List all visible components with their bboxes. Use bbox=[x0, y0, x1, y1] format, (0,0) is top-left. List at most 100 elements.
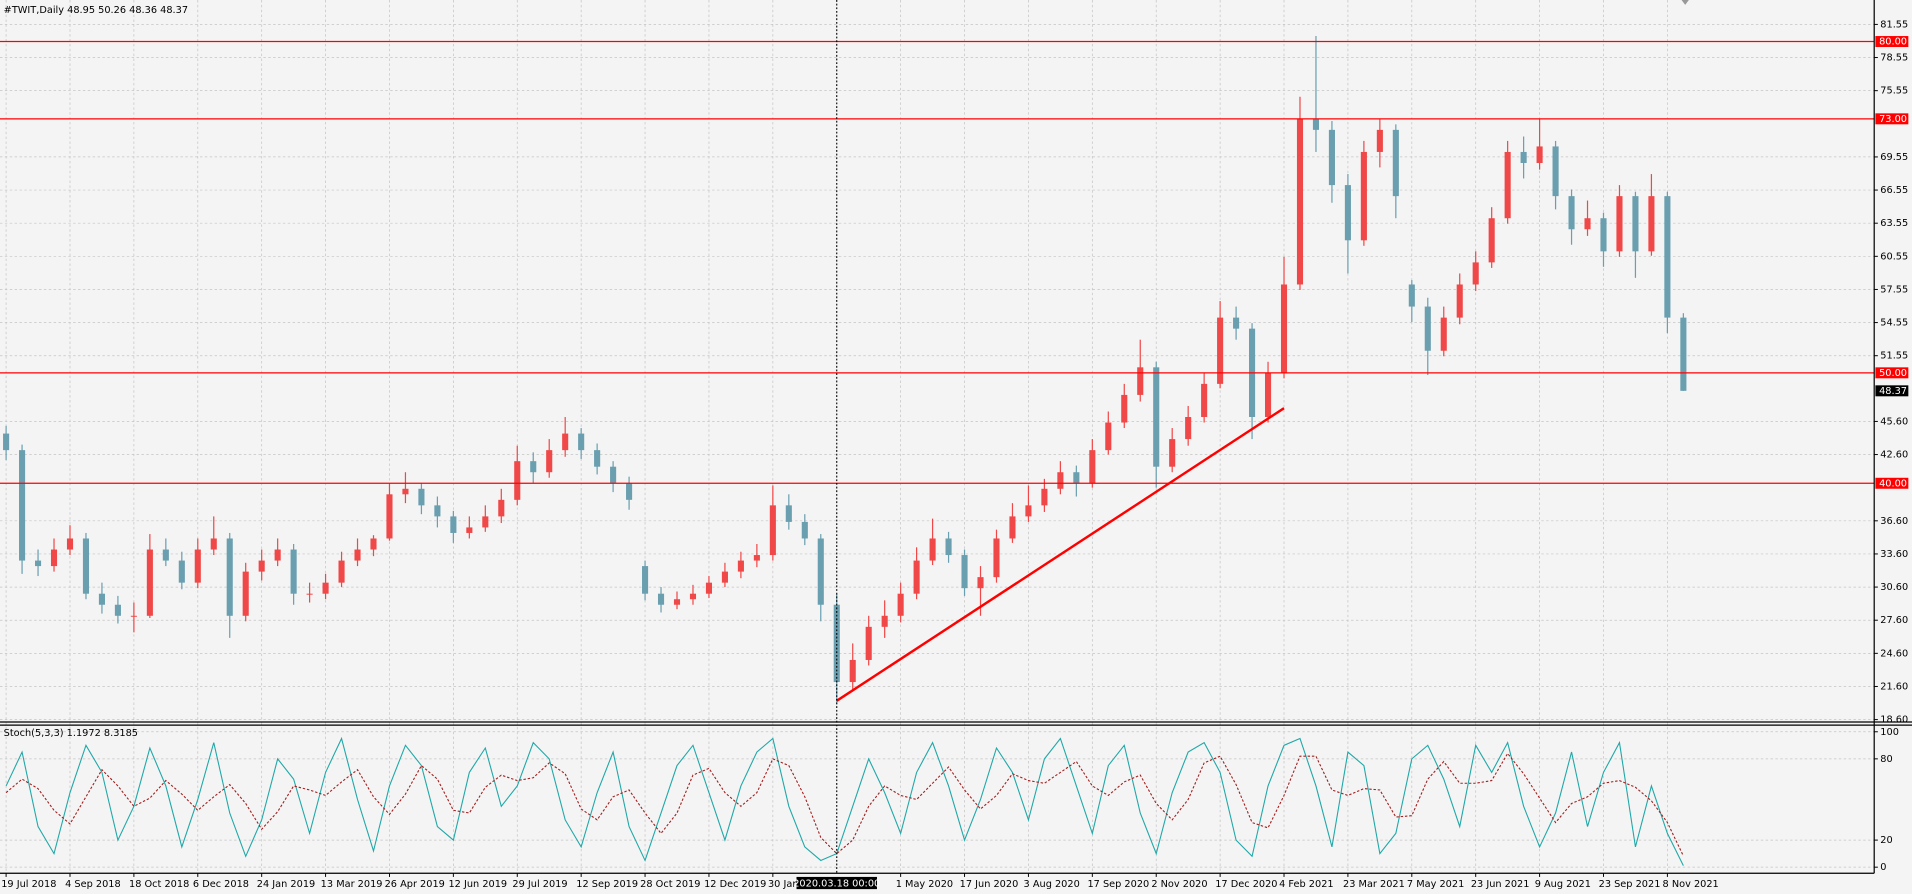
candle-body bbox=[1344, 185, 1351, 241]
candle-body bbox=[1009, 516, 1016, 539]
stoch-line bbox=[5, 736, 1684, 866]
y-tick-label: 42.60 bbox=[1880, 450, 1908, 461]
candle-body bbox=[1680, 317, 1687, 391]
candle-body bbox=[737, 560, 744, 572]
candle-body bbox=[1280, 284, 1288, 373]
x-tick-label: 23 Jun 2021 bbox=[1471, 879, 1530, 890]
y-tick-label: 51.55 bbox=[1880, 351, 1908, 362]
y-tick-label: 21.60 bbox=[1880, 681, 1908, 692]
candle-body bbox=[1312, 118, 1320, 130]
candle-body bbox=[1025, 505, 1032, 517]
candle-body bbox=[482, 516, 489, 528]
level-label: 73.00 bbox=[1879, 114, 1907, 125]
candle-body bbox=[114, 604, 121, 616]
x-tick-label: 12 Jun 2019 bbox=[448, 879, 507, 890]
candle-body bbox=[1296, 118, 1304, 285]
y-tick-label: 63.55 bbox=[1880, 218, 1908, 229]
x-tick-label: 17 Jun 2020 bbox=[960, 879, 1019, 890]
candle-body bbox=[1616, 196, 1623, 252]
candle-body bbox=[402, 488, 409, 495]
level-label: 80.00 bbox=[1879, 37, 1907, 48]
x-tick-label: 13 Mar 2019 bbox=[321, 879, 383, 890]
x-tick-label: 23 Sep 2021 bbox=[1599, 879, 1661, 890]
candle-body bbox=[322, 582, 329, 594]
candle-body bbox=[897, 593, 904, 616]
candle-body bbox=[673, 599, 681, 605]
candle-body bbox=[1201, 383, 1208, 418]
candle-body bbox=[1121, 394, 1128, 423]
y-tick-label: 45.60 bbox=[1880, 416, 1908, 427]
shift-marker bbox=[1681, 0, 1689, 5]
candle-body bbox=[34, 560, 42, 567]
candle-body bbox=[1584, 218, 1591, 230]
candle-body bbox=[258, 560, 265, 572]
candle-body bbox=[194, 549, 201, 583]
candle-body bbox=[1456, 284, 1463, 318]
candle-body bbox=[162, 549, 169, 561]
y-tick-label: 81.55 bbox=[1880, 19, 1908, 30]
trendline bbox=[836, 407, 1285, 702]
candle-body bbox=[546, 450, 553, 473]
candle-body bbox=[498, 499, 505, 517]
x-tick-label: 2 Nov 2020 bbox=[1151, 879, 1207, 890]
candle-body bbox=[1568, 196, 1575, 230]
level-label: 50.00 bbox=[1879, 368, 1907, 379]
x-tick-label: 28 Oct 2019 bbox=[640, 879, 700, 890]
candle-body bbox=[1041, 488, 1048, 506]
candle-body bbox=[1424, 306, 1431, 351]
candle-body bbox=[849, 659, 856, 683]
candle-body bbox=[306, 593, 313, 595]
candle-body bbox=[993, 538, 1000, 578]
candle-body bbox=[657, 593, 665, 605]
candle-body bbox=[210, 538, 217, 550]
indicator-title: Stoch(5,3,3) 1.1972 8.3185 bbox=[4, 728, 138, 739]
candle-body bbox=[82, 538, 90, 594]
x-tick-label: 8 Nov 2021 bbox=[1663, 879, 1719, 890]
candle-body bbox=[1233, 317, 1240, 329]
candle-body bbox=[801, 521, 808, 539]
y-tick-label: 27.60 bbox=[1880, 615, 1908, 626]
level-label-bg bbox=[1875, 477, 1909, 489]
x-tick-label: 17 Sep 2020 bbox=[1087, 879, 1149, 890]
last-price-bg bbox=[1875, 385, 1909, 397]
y-tick-label: 54.55 bbox=[1880, 318, 1908, 329]
candle-body bbox=[977, 577, 984, 589]
level-label: 40.00 bbox=[1879, 478, 1907, 489]
x-tick-label: 29 Jul 2019 bbox=[512, 879, 567, 890]
candle-body bbox=[1169, 439, 1176, 467]
candle-body bbox=[66, 538, 74, 550]
candle-body bbox=[1600, 218, 1607, 252]
candle-body bbox=[19, 450, 26, 561]
candle-body bbox=[450, 516, 457, 533]
candle-body bbox=[1073, 472, 1080, 484]
candle-body bbox=[1137, 367, 1144, 395]
candle-body bbox=[578, 433, 585, 451]
y-tick-label: 24.60 bbox=[1880, 648, 1908, 659]
y-tick-label: 60.55 bbox=[1880, 251, 1908, 262]
candle-body bbox=[1217, 317, 1224, 384]
candle-body bbox=[769, 505, 776, 556]
candle-body bbox=[3, 433, 10, 451]
x-tick-label: 3 Aug 2020 bbox=[1024, 879, 1080, 890]
y-tick-label: 57.55 bbox=[1880, 284, 1908, 295]
candle-body bbox=[721, 571, 728, 583]
stoch-line bbox=[5, 752, 1684, 857]
y-tick-label: 20 bbox=[1880, 835, 1892, 846]
candle-body bbox=[130, 615, 137, 617]
level-label-bg bbox=[1875, 113, 1909, 125]
candle-body bbox=[1488, 218, 1495, 263]
y-tick-label: 66.55 bbox=[1880, 185, 1908, 196]
level-label-bg bbox=[1875, 367, 1909, 379]
y-tick-label: 75.55 bbox=[1880, 86, 1908, 97]
candle-body bbox=[50, 549, 58, 567]
candle-body bbox=[594, 450, 601, 467]
last-price-label: 48.37 bbox=[1879, 386, 1907, 397]
candle-body bbox=[1408, 284, 1415, 307]
candle-body bbox=[1057, 472, 1064, 489]
candle-body bbox=[1185, 417, 1192, 440]
x-tick-label: 4 Feb 2021 bbox=[1279, 879, 1333, 890]
x-tick-label: 1 May 2020 bbox=[896, 879, 953, 890]
candle-body bbox=[913, 560, 920, 594]
